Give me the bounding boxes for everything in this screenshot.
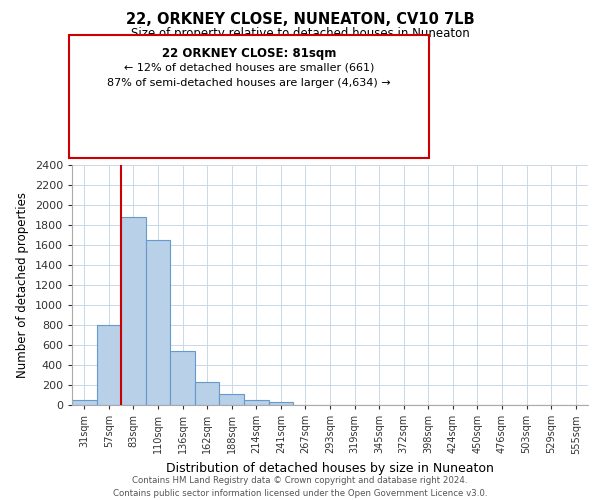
Bar <box>72 400 97 405</box>
X-axis label: Distribution of detached houses by size in Nuneaton: Distribution of detached houses by size … <box>166 462 494 475</box>
Bar <box>97 325 121 405</box>
Text: ← 12% of detached houses are smaller (661): ← 12% of detached houses are smaller (66… <box>124 62 374 72</box>
Bar <box>269 402 293 405</box>
Text: 22, ORKNEY CLOSE, NUNEATON, CV10 7LB: 22, ORKNEY CLOSE, NUNEATON, CV10 7LB <box>125 12 475 28</box>
Bar <box>220 394 244 405</box>
Bar <box>244 400 269 405</box>
Bar <box>170 351 195 405</box>
Y-axis label: Number of detached properties: Number of detached properties <box>16 192 29 378</box>
Text: Contains public sector information licensed under the Open Government Licence v3: Contains public sector information licen… <box>113 489 487 498</box>
Bar <box>121 217 146 405</box>
Text: Contains HM Land Registry data © Crown copyright and database right 2024.: Contains HM Land Registry data © Crown c… <box>132 476 468 485</box>
Bar <box>195 382 220 405</box>
Text: 87% of semi-detached houses are larger (4,634) →: 87% of semi-detached houses are larger (… <box>107 78 391 88</box>
Text: 22 ORKNEY CLOSE: 81sqm: 22 ORKNEY CLOSE: 81sqm <box>162 48 336 60</box>
Text: Size of property relative to detached houses in Nuneaton: Size of property relative to detached ho… <box>131 28 469 40</box>
Bar <box>146 240 170 405</box>
